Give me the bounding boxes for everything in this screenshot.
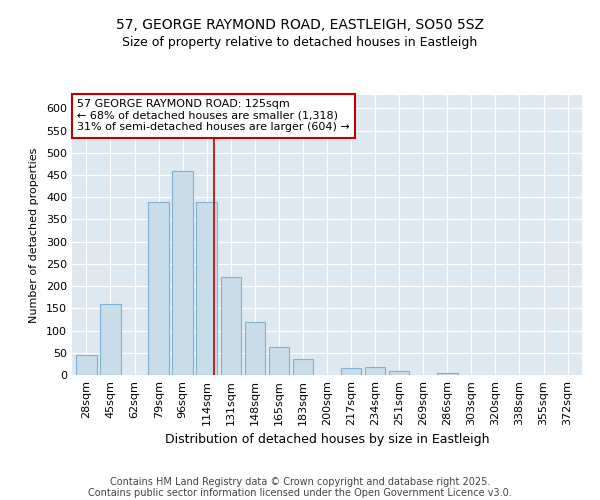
Y-axis label: Number of detached properties: Number of detached properties (29, 148, 39, 322)
Bar (221, 277, 241, 375)
Bar (148, 202, 169, 375)
Bar (341, 368, 361, 375)
Bar (196, 202, 217, 375)
X-axis label: Distribution of detached houses by size in Eastleigh: Distribution of detached houses by size … (165, 433, 489, 446)
Bar (269, 348, 289, 375)
Text: Size of property relative to detached houses in Eastleigh: Size of property relative to detached ho… (122, 36, 478, 49)
Text: 57, GEORGE RAYMOND ROAD, EASTLEIGH, SO50 5SZ: 57, GEORGE RAYMOND ROAD, EASTLEIGH, SO50… (116, 18, 484, 32)
Text: Contains HM Land Registry data © Crown copyright and database right 2025.
Contai: Contains HM Land Registry data © Crown c… (88, 476, 512, 498)
Bar (100, 304, 121, 375)
Bar (293, 360, 313, 375)
Bar (172, 170, 193, 375)
Bar (365, 367, 385, 375)
Text: 57 GEORGE RAYMOND ROAD: 125sqm
← 68% of detached houses are smaller (1,318)
31% : 57 GEORGE RAYMOND ROAD: 125sqm ← 68% of … (77, 99, 350, 132)
Bar (76, 355, 97, 375)
Bar (437, 373, 458, 375)
Bar (245, 322, 265, 375)
Bar (389, 372, 409, 375)
